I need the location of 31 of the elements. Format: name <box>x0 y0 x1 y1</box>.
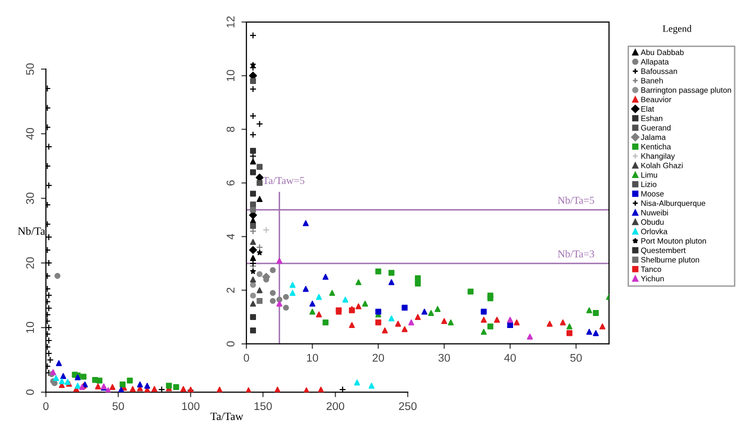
x-tick-label: 200 <box>326 402 344 410</box>
x-tick-label: 50 <box>112 402 124 410</box>
x-tick-label: 150 <box>254 402 272 410</box>
y-tick-label: 8 <box>226 126 234 132</box>
y-tick-label: 4 <box>226 234 234 240</box>
ref-line-label: Nb/Ta=3 <box>558 250 594 258</box>
y-tick-label: 6 <box>226 180 234 186</box>
y-axis-title: Nb/Ta <box>18 227 46 235</box>
y-tick-label: 40 <box>26 128 34 140</box>
ref-line-label: Ta/Taw=5 <box>262 177 304 184</box>
y-tick-label: 30 <box>26 192 34 204</box>
x-tick-label: 100 <box>182 402 200 410</box>
y-tick-label: 0 <box>26 390 34 395</box>
x-tick-label: 20 <box>372 354 384 362</box>
ref-line-label: Nb/Ta=5 <box>558 196 594 204</box>
x-tick-label: 30 <box>438 354 450 362</box>
x-tick-label: 40 <box>504 354 516 362</box>
legend-title: Legend <box>662 25 692 34</box>
x-tick-label: 50 <box>570 354 582 362</box>
y-tick-label: 10 <box>26 322 34 333</box>
x-tick-label: 0 <box>43 402 49 410</box>
y-tick-label: 0 <box>226 341 234 347</box>
y-tick-label: 10 <box>226 70 234 82</box>
y-tick-label: 50 <box>26 63 34 75</box>
y-tick-label: 2 <box>226 288 234 293</box>
x-tick-label: 0 <box>244 354 250 362</box>
y-tick-label: 12 <box>226 16 234 28</box>
x-tick-label: 250 <box>399 402 417 410</box>
x-axis-title: Ta/Taw <box>210 412 244 420</box>
x-tick-label: 10 <box>307 354 318 362</box>
y-tick-label: 20 <box>26 257 34 269</box>
